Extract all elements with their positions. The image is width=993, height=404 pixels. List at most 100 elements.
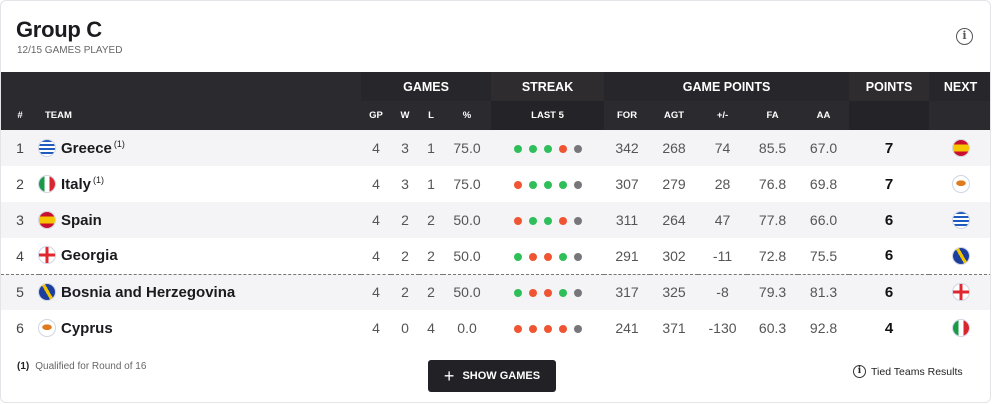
table-row[interactable]: 1 Greece (1) 4 3 1 75.0 342 268 74 85.5 67.0 7: [1, 130, 990, 166]
l-cell: 1: [419, 130, 443, 166]
w-cell: 2: [401, 247, 409, 264]
streak-win-dot: [513, 145, 522, 153]
agt-cell: 268: [650, 130, 699, 166]
aa-cell: 75.5: [809, 247, 838, 264]
next-opponent[interactable]: [929, 238, 990, 274]
team-header: TEAM: [39, 101, 361, 130]
team-name: Spain: [61, 211, 102, 229]
streak-cell: [491, 238, 604, 274]
agt-cell: 325: [650, 273, 699, 310]
l-cell: 2: [419, 273, 443, 310]
streak-loss-dot: [543, 252, 552, 261]
aa-cell: 81.3: [798, 273, 850, 310]
table-row[interactable]: 5 Bosnia and Herzegovina 4 2 2 50.0 317 325 -8 7…: [1, 273, 990, 310]
standings-table: GAMES STREAK GAME POINTS POINTS NEXT # T…: [1, 72, 990, 346]
info-icon: i: [853, 365, 866, 378]
streak-loss-dot: [528, 289, 537, 298]
for-header: FOR: [604, 101, 651, 130]
info-icon[interactable]: i: [956, 28, 973, 45]
games-played: 12/15 GAMES PLAYED: [17, 45, 123, 56]
streak-cell: [491, 166, 604, 202]
pct-cell: 75.0: [453, 176, 481, 192]
fa-cell: 85.5: [747, 130, 799, 166]
streak-cell: [491, 202, 605, 238]
for-cell: 307: [615, 176, 639, 192]
team-cell[interactable]: Cyprus: [39, 310, 361, 346]
next-opponent[interactable]: [929, 166, 990, 202]
italy-flag-icon: [39, 176, 55, 192]
rank: 6: [16, 320, 24, 336]
streak-loss-dot: [558, 145, 567, 153]
team-cell[interactable]: Italy (1): [39, 166, 361, 202]
gp-cell: 4: [372, 176, 380, 192]
points-cell: 7: [884, 175, 894, 193]
next-opponent[interactable]: [929, 273, 990, 310]
streak-win-dot: [528, 181, 537, 189]
next-opponent[interactable]: [929, 310, 990, 346]
diff-cell: -11: [712, 247, 733, 264]
team-name: Bosnia and Herzegovina: [61, 283, 236, 301]
streak-cell: [491, 130, 605, 166]
w-cell: 3: [391, 130, 419, 166]
points-cell: 6: [849, 273, 930, 310]
team-cell[interactable]: Georgia: [39, 238, 361, 274]
streak-loss-dot: [513, 325, 522, 333]
gp-cell: 4: [361, 273, 391, 310]
team-name: Cyprus: [61, 319, 113, 337]
plus-icon: +: [443, 365, 455, 386]
qualified-marker: (1): [93, 175, 105, 185]
table-row[interactable]: 4 Georgia 4 2 2 50.0 291 302 -11 72.8 75.5 6: [1, 238, 990, 274]
gp-cell: 4: [372, 247, 380, 264]
streak-win-dot: [543, 217, 552, 225]
streak-win-dot: [528, 217, 537, 225]
tied-teams-results-link[interactable]: i Tied Teams Results: [853, 365, 963, 378]
table-row[interactable]: 3 Spain 4 2 2 50.0 311 264 47 77.8 66.0 6: [1, 202, 990, 238]
team-cell[interactable]: Greece (1): [39, 130, 361, 166]
points-cell: 7: [849, 130, 930, 166]
aa-cell: 66.0: [798, 202, 850, 238]
diff-header: +/-: [698, 101, 748, 130]
team-cell[interactable]: Spain: [39, 202, 361, 238]
show-games-button[interactable]: + SHOW GAMES: [428, 360, 556, 392]
streak-win-dot: [543, 145, 552, 153]
agt-header: AGT: [650, 101, 699, 130]
diff-cell: 28: [714, 176, 731, 192]
pct-cell: 50.0: [443, 202, 492, 238]
streak-win-dot: [528, 145, 537, 153]
pct-header: %: [443, 101, 492, 130]
qualified-marker: (1): [113, 139, 125, 149]
next-opponent[interactable]: [929, 202, 990, 238]
points-cell: 6: [884, 247, 894, 265]
games-header: GAMES: [361, 72, 492, 101]
next-opponent[interactable]: [929, 130, 990, 166]
streak-win-dot: [558, 181, 567, 189]
streak-pending-dot: [573, 325, 582, 333]
table-row[interactable]: 6 Cyprus 4 0 4 0.0 241 371 -130 60.3 92.8 4: [1, 310, 990, 346]
w-cell: 2: [391, 273, 419, 310]
streak-pending-dot: [573, 252, 582, 261]
streak-loss-dot: [558, 217, 567, 225]
streak-win-dot: [543, 181, 552, 189]
greece-flag-icon: [39, 140, 55, 156]
team-cell[interactable]: Bosnia and Herzegovina: [39, 273, 361, 310]
group-title: Group C: [16, 17, 102, 42]
streak-pending-dot: [573, 217, 582, 225]
streak-loss-dot: [543, 289, 552, 298]
fa-header: FA: [747, 101, 799, 130]
fa-cell: 76.8: [758, 176, 787, 192]
aa-header: AA: [798, 101, 850, 130]
diff-cell: -130: [708, 320, 737, 336]
streak-loss-dot: [513, 217, 522, 225]
streak-loss-dot: [528, 252, 537, 261]
diff-cell: 47: [698, 202, 748, 238]
game-points-header: GAME POINTS: [604, 72, 850, 101]
streak-pending-dot: [573, 181, 582, 189]
l-cell: 2: [427, 247, 435, 264]
streak-pending-dot: [573, 289, 582, 298]
streak-cell: [491, 273, 605, 310]
spain-flag-icon: [952, 140, 969, 156]
team-name: Greece: [61, 140, 112, 157]
l-cell: 4: [427, 320, 435, 336]
rank: 2: [16, 176, 24, 192]
table-row[interactable]: 2 Italy (1) 4 3 1 75.0 307 279 28 76.8 69.8 7: [1, 166, 990, 202]
